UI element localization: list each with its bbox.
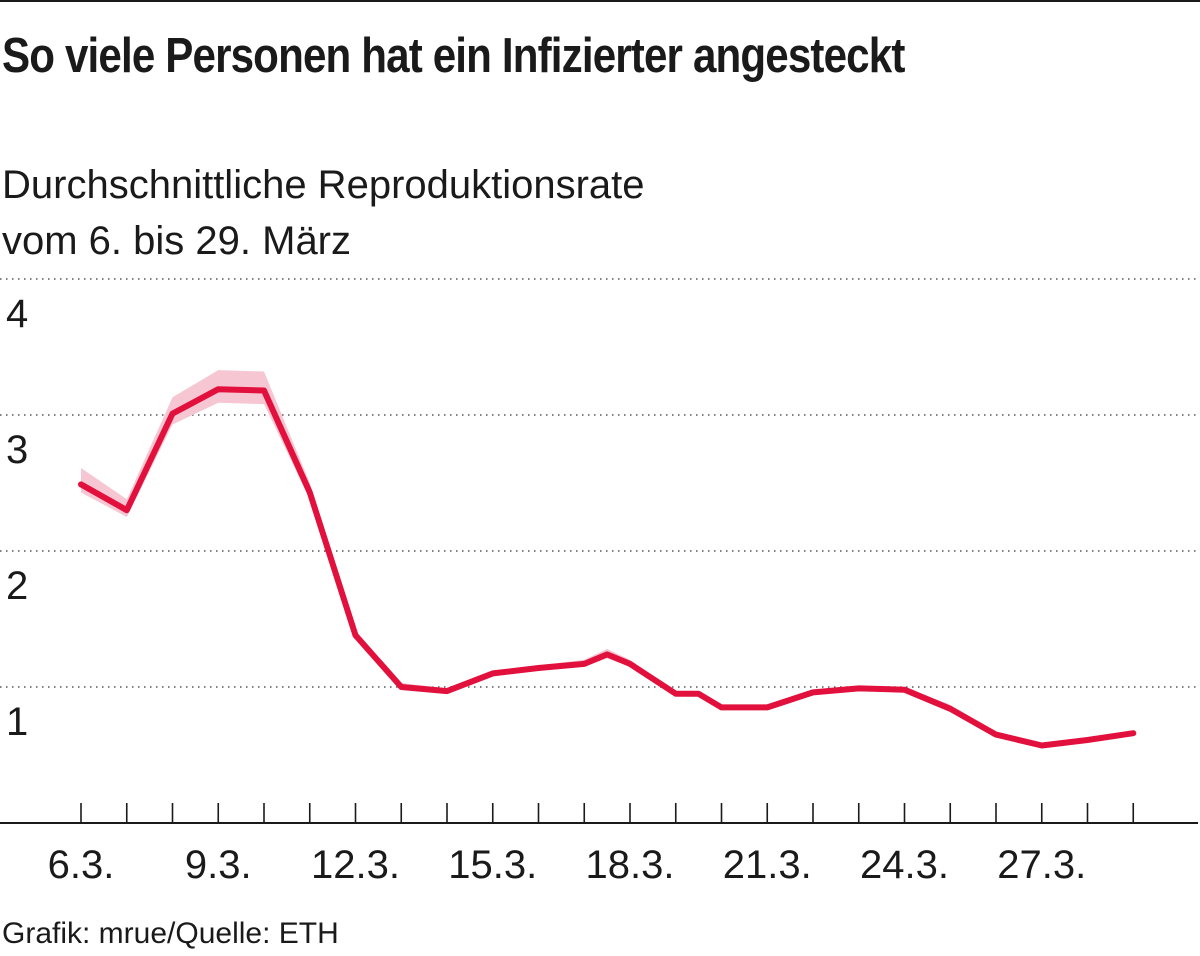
data-point-22.3. <box>810 689 816 695</box>
x-tick-label-24.3.: 24.3. <box>860 843 949 887</box>
data-point-17.3. <box>581 661 587 667</box>
source-credit: Grafik: mrue/Quelle: ETH <box>2 917 339 950</box>
subtitle-line-1: Durchschnittliche Reproduktionsrate <box>2 163 645 207</box>
data-point-18.3. <box>627 661 633 667</box>
data-point-24.3. <box>902 687 908 693</box>
chart-subtitle: Durchschnittliche Reproduktionsrate vom … <box>2 157 645 269</box>
y-tick-label-2: 2 <box>6 564 28 608</box>
x-tick-label-6.3.: 6.3. <box>48 843 115 887</box>
y-tick-label-1: 1 <box>6 700 28 744</box>
data-point-20.3. <box>719 704 725 710</box>
data-point-28.3. <box>1085 737 1091 743</box>
data-point-13.3. <box>398 684 404 690</box>
data-point-11.3. <box>307 490 313 496</box>
data-point-10.3. <box>261 388 267 394</box>
data-point-19.5.3. <box>696 691 702 697</box>
y-tick-label-3: 3 <box>6 428 28 472</box>
y-tick-labels: 4 3 2 1 <box>6 292 28 744</box>
chart-title: So viele Personen hat ein Infizierter an… <box>2 29 905 83</box>
series-0-band <box>81 370 1134 747</box>
x-tick-label-18.3.: 18.3. <box>586 843 675 887</box>
data-point-6.3. <box>78 481 84 487</box>
series-line <box>78 386 1137 749</box>
data-point-14.3. <box>444 688 450 694</box>
confidence-band <box>81 370 1134 747</box>
data-point-17.5.3. <box>604 651 610 657</box>
data-point-12.3. <box>353 632 359 638</box>
data-point-27.3. <box>1039 742 1045 748</box>
y-tick-label-4: 4 <box>6 292 28 336</box>
data-point-25.3. <box>947 706 953 712</box>
x-tick-label-15.3.: 15.3. <box>448 843 537 887</box>
data-point-16.3. <box>536 665 542 671</box>
series-0-line <box>78 386 1137 749</box>
x-tick-label-9.3.: 9.3. <box>185 843 252 887</box>
data-point-23.3. <box>856 685 862 691</box>
data-point-7.3. <box>124 507 130 513</box>
data-point-26.3. <box>993 732 999 738</box>
x-tick-label-12.3.: 12.3. <box>311 843 400 887</box>
top-rule <box>0 0 1200 2</box>
x-tick-labels: 6.3. 9.3. 12.3. 15.3. 18.3. 21.3. 24.3. 27.3. <box>48 843 1087 887</box>
x-tick-label-21.3.: 21.3. <box>723 843 812 887</box>
data-point-21.3. <box>764 704 770 710</box>
x-tick-label-27.3.: 27.3. <box>997 843 1086 887</box>
grid-lines <box>0 278 1198 688</box>
data-point-15.3. <box>490 670 496 676</box>
data-point-9.3. <box>215 386 221 392</box>
subtitle-line-2: vom 6. bis 29. März <box>2 219 352 263</box>
data-point-29.3. <box>1130 730 1136 736</box>
x-axis <box>0 803 1198 824</box>
data-point-19.3. <box>673 691 679 697</box>
data-point-8.3. <box>170 411 176 417</box>
